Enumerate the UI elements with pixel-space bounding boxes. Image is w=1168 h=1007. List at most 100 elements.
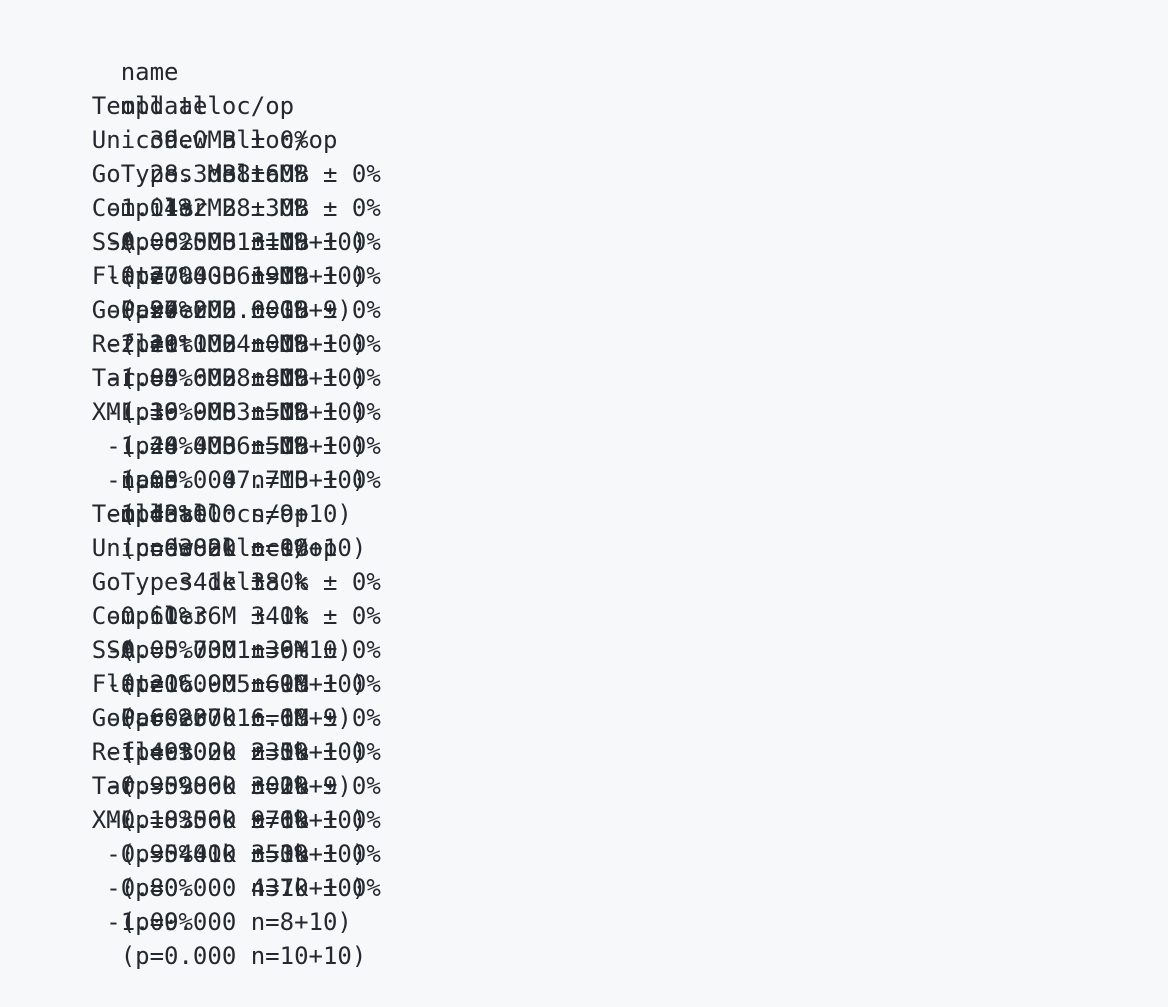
cell-delta: -0.08% [91, 228, 193, 256]
cell-p-value-stats: (p=0.000 n=10+10) [120, 806, 367, 834]
cell-benchmark-name: GoParser [91, 704, 251, 732]
cell-new-value: 83.5MB ± 0% [91, 398, 381, 426]
cell-benchmark-name: Flate [91, 262, 251, 290]
cell-old-value: 1.36M ± 0% [91, 602, 309, 630]
cell-benchmark-name: Unicode [91, 126, 251, 154]
cell-new-value: 1.36M ± 0% [91, 636, 381, 664]
cell-p-value-stats: (p=0.000 n=10+10) [120, 364, 367, 392]
cell-new-value: 47.7MB ± 0% [91, 466, 381, 494]
table-row: SSA 2.04GB ± 0% 2.00GB ± 0% -2.11% (p=0.… [34, 191, 1168, 392]
cell-benchmark-name: GoTypes [91, 160, 251, 188]
cell-benchmark-name: Tar [91, 364, 251, 392]
cell-benchmark-name: Template [91, 500, 251, 528]
cell-p-value-stats: (p=0.000 n=10+10) [120, 466, 367, 494]
cell-old-value: 28.3MB ± 0% [91, 160, 309, 188]
cell-old-value: 24.2MB ± 0% [91, 296, 309, 324]
cell-delta: -0.97% [91, 296, 193, 324]
table-row: Unicode 28.3MB ± 0% 28.3MB ± 0% -0.08% (… [34, 89, 1168, 290]
cell-new-value: 2.00GB ± 0% [91, 296, 381, 324]
table-body: Template 39.0MB ± 0% 38.6MB ± 0% -1.04% … [34, 55, 1168, 562]
cell-benchmark-name: Reflect [91, 738, 251, 766]
cell-delta: -0.60% [91, 704, 193, 732]
cell-delta: -0.18% [91, 806, 193, 834]
table-row: Flate 237k ± 0% 235k ± 0% -0.95% (p=0.00… [34, 633, 1168, 834]
cell-benchmark-name: Compiler [91, 602, 251, 630]
cell-p-value-stats: (p=0.000 n=10+10) [120, 228, 367, 256]
cell-old-value: 986k ± 0% [91, 772, 309, 800]
cell-old-value: 16.9M ± 0% [91, 670, 309, 698]
cell-old-value: 237k ± 0% [91, 704, 309, 732]
cell-delta: -1.09% [91, 908, 193, 936]
header-delta: delta [120, 160, 280, 188]
header-delta: delta [120, 568, 280, 596]
table-row: Flate 24.2MB ± 0% 24.0MB ± 0% -1.05% (p=… [34, 225, 1168, 426]
cell-delta: -0.60% [91, 602, 193, 630]
benchstat-screenshot: { "page": { "background_color": "#f6f8fa… [34, 21, 1168, 970]
header-old-allocs-op: old allocs/op [120, 500, 352, 528]
cell-old-value: 84.6MB ± 0% [91, 364, 309, 392]
cell-delta: -1.24% [91, 432, 193, 460]
cell-new-value: 131MB ± 0% [91, 228, 381, 256]
cell-delta: -1.05% [91, 466, 193, 494]
cell-benchmark-name: Compiler [91, 194, 251, 222]
cell-old-value: 48.4MB ± 0% [91, 432, 309, 460]
table-row: SSA 16.9M ± 0% 16.6M ± 0% -1.49% (p=0.00… [34, 599, 1168, 800]
cell-new-value: 5.69M ± 0% [91, 670, 381, 698]
cell-new-value: 437k ± 0% [91, 874, 381, 902]
cell-benchmark-name: GoParser [91, 296, 251, 324]
cell-p-value-stats: (p=0.000 n=10+9) [120, 296, 352, 324]
cell-benchmark-name: GoTypes [91, 568, 251, 596]
cell-p-value-stats: (p=0.000 n=10+10) [120, 670, 367, 698]
table-row: Template 39.0MB ± 0% 38.6MB ± 0% -1.04% … [34, 55, 1168, 256]
table-header-row: name old allocs/op new allocs/op delta [34, 429, 1168, 596]
cell-old-value: 132MB ± 0% [91, 194, 309, 222]
cell-new-value: 16.6M ± 0% [91, 704, 381, 732]
cell-benchmark-name: Tar [91, 772, 251, 800]
cell-p-value-stats: (p=0.000 n=10+10) [120, 942, 367, 970]
cell-new-value: 619MB ± 0% [91, 262, 381, 290]
cell-p-value-stats: (p=0.000 n=10+10) [120, 398, 367, 426]
cell-benchmark-name: Flate [91, 670, 251, 698]
cell-benchmark-name: SSA [91, 636, 251, 664]
cell-p-value-stats: (p=0.000 n=10+9) [120, 772, 352, 800]
table-row: Compiler 5.73M ± 0% 5.69M ± 0% -0.60% (p… [34, 565, 1168, 766]
header-new-allocs-op: new allocs/op [120, 534, 338, 562]
table-row: Template 382k ± 0% 380k ± 0% -0.60% (p=0… [34, 463, 1168, 664]
cell-old-value: 441k ± 0% [91, 840, 309, 868]
cell-old-value: 29.1MB ± 0% [91, 330, 309, 358]
alloc-per-op-table: name old alloc/op new alloc/op delta Tem… [34, 21, 1168, 562]
table-row: Reflect 84.6MB ± 0% 83.5MB ± 0% -1.24% (… [34, 293, 1168, 494]
cell-new-value: 341k ± 0% [91, 602, 381, 630]
cell-benchmark-name: Reflect [91, 330, 251, 358]
cell-old-value: 625MB ± 0% [91, 228, 309, 256]
table-row: GoTypes 1.36M ± 0% 1.36M ± 0% -0.20% (p=… [34, 531, 1168, 732]
table-row: GoParser 29.1MB ± 0% 28.8MB ± 0% -1.19% … [34, 259, 1168, 460]
cell-delta: -1.05% [91, 364, 193, 392]
benchstat-output: name old alloc/op new alloc/op delta Tem… [34, 21, 1168, 970]
cell-delta: -2.11% [91, 330, 193, 358]
table-row: GoTypes 132MB ± 0% 131MB ± 0% -0.77% (p=… [34, 123, 1168, 324]
cell-new-value: 24.0MB ± 0% [91, 330, 381, 358]
cell-benchmark-name: Unicode [91, 534, 251, 562]
cell-new-value: 38.6MB ± 0% [91, 160, 381, 188]
cell-p-value-stats: (p=0.000 n=10+10) [120, 330, 367, 358]
header-new-alloc-op: new alloc/op [120, 126, 338, 154]
cell-new-value: 302k ± 0% [91, 772, 381, 800]
header-old-alloc-op: old alloc/op [120, 92, 352, 120]
cell-benchmark-name: Template [91, 92, 251, 120]
cell-old-value: 302k ± 0% [91, 738, 309, 766]
cell-old-value: 341k ± 0% [91, 568, 309, 596]
cell-new-value: 380k ± 0% [91, 568, 381, 596]
cell-delta: -0.77% [91, 262, 193, 290]
cell-new-value: 28.8MB ± 0% [91, 364, 381, 392]
cell-old-value: 5.73M ± 0% [91, 636, 309, 664]
cell-delta: -1.43% [91, 500, 193, 528]
cell-p-value-stats: (p=0.000 n=10+10) [120, 432, 367, 460]
cell-delta: -0.05% [91, 636, 193, 664]
cell-benchmark-name: XML [91, 806, 251, 834]
table-row: Compiler 625MB ± 0% 619MB ± 0% -0.97% (p… [34, 157, 1168, 358]
cell-new-value: 976k ± 0% [91, 806, 381, 834]
cell-p-value-stats: (p=0.000 n=10+10) [120, 534, 367, 562]
cell-p-value-stats: (p=0.000 n=10+10) [120, 738, 367, 766]
table-row: XML 48.4MB ± 0% 47.7MB ± 0% -1.43% (p=0.… [34, 361, 1168, 562]
